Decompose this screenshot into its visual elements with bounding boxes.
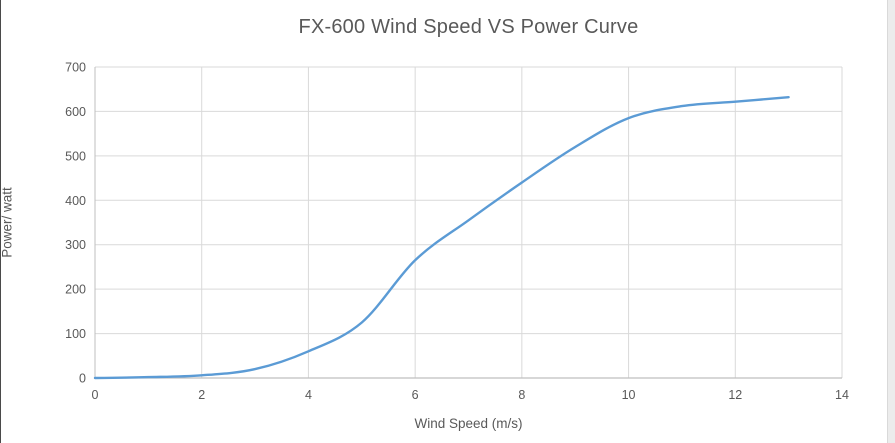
y-tick-label: 400: [65, 194, 86, 208]
y-tick-label: 0: [79, 372, 86, 386]
x-tick-label: 8: [518, 388, 525, 402]
y-tick-label: 200: [65, 283, 86, 297]
y-tick-label: 300: [65, 238, 86, 252]
gridlines: [95, 66, 843, 378]
chart-title: FX-600 Wind Speed VS Power Curve: [298, 16, 639, 38]
window-left-border: [0, 0, 1, 443]
x-axis-ticks: 0 2 4 6 8 10 12 14: [92, 388, 849, 402]
y-tick-label: 600: [65, 105, 86, 119]
x-tick-label: 14: [835, 388, 849, 402]
x-tick-label: 2: [198, 388, 205, 402]
x-tick-label: 6: [412, 388, 419, 402]
y-axis-title: Power/ watt: [0, 187, 15, 258]
x-tick-label: 10: [622, 388, 636, 402]
x-axis-title: Wind Speed (m/s): [414, 416, 523, 431]
y-tick-label: 100: [65, 327, 86, 341]
y-tick-label: 700: [65, 61, 86, 75]
y-tick-label: 500: [65, 149, 86, 163]
axis-lines: [94, 67, 842, 379]
y-axis-ticks: 0 100 200 300 400 500 600 700: [65, 61, 86, 386]
x-tick-label: 12: [728, 388, 742, 402]
x-tick-label: 0: [92, 388, 99, 402]
x-tick-label: 4: [305, 388, 312, 402]
scrollbar-track[interactable]: [887, 0, 895, 443]
power-curve: [93, 96, 790, 380]
